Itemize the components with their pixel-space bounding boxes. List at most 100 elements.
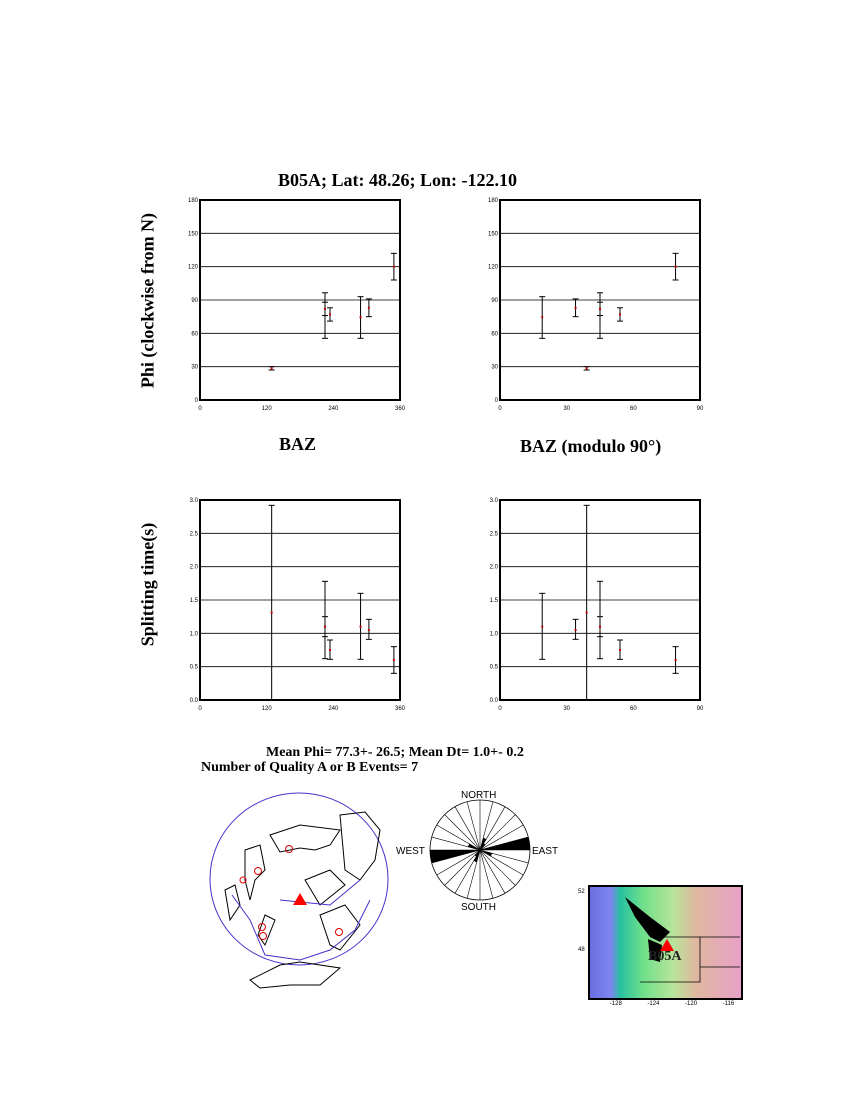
x-tick-label: 240 [328, 406, 339, 412]
rose-petal [480, 843, 486, 850]
x-tick-label: 360 [395, 406, 406, 412]
data-point [541, 316, 544, 319]
y-tick-label: 180 [488, 198, 499, 204]
data-point [585, 611, 588, 614]
y-tick-label: 2.0 [190, 565, 199, 571]
rose-direction-label: SOUTH [461, 902, 496, 913]
y-tick-label: 0 [195, 398, 199, 404]
data-point [619, 313, 621, 316]
rose-petal [430, 850, 480, 863]
x-tick-label: 0 [198, 706, 202, 712]
lon-ticks: -128 -124 -120 -116 [597, 1001, 747, 1007]
x-tick-label: 60 [630, 706, 637, 712]
y-tick-label: 0.5 [190, 665, 199, 671]
data-point [329, 649, 331, 651]
x-tick-label: 0 [198, 406, 202, 412]
rose-petal [480, 837, 530, 850]
lon-tick: -116 [722, 1001, 735, 1007]
rose-petal [467, 843, 480, 850]
data-point [329, 313, 331, 316]
y-tick-label: 90 [491, 298, 498, 304]
data-point [270, 367, 273, 370]
y-tick-label: 150 [188, 231, 199, 237]
data-point [392, 265, 395, 268]
plot-frame [199, 499, 401, 701]
x-tick-label: 0 [498, 706, 502, 712]
data-point [359, 316, 362, 319]
data-point [619, 649, 621, 651]
y-tick-label: 0.5 [490, 665, 499, 671]
data-point [541, 625, 544, 628]
data-point [392, 659, 395, 661]
x-tick-label: 240 [328, 706, 339, 712]
y-tick-label: 180 [188, 198, 199, 204]
data-point [674, 265, 677, 268]
rose-direction-label: WEST [396, 846, 425, 857]
x-tick-label: 0 [498, 406, 502, 412]
mean-stats: Mean Phi= 77.3+- 26.5; Mean Dt= 1.0+- 0.… [266, 745, 524, 760]
event-count: Number of Quality A or B Events= 7 [201, 760, 419, 775]
figure-title: B05A; Lat: 48.26; Lon: -122.10 [278, 170, 517, 190]
x-tick-label: 30 [563, 406, 570, 412]
x-tick-label: 30 [563, 706, 570, 712]
data-point [574, 306, 577, 309]
lon-tick: -120 [685, 1001, 698, 1007]
station-triangle-icon [660, 939, 674, 951]
data-point [599, 625, 601, 628]
lat-tick: 52 [578, 889, 585, 895]
data-point [359, 625, 362, 628]
rose-petal [473, 850, 480, 863]
x-tick-label: 60 [630, 406, 637, 412]
y-tick-label: 2.0 [490, 565, 499, 571]
x-tick-label: 120 [262, 706, 273, 712]
plot-frame [199, 199, 401, 401]
y-tick-label: 1.0 [490, 631, 499, 637]
rose-direction-label: EAST [532, 846, 558, 857]
y-tick-label: 150 [488, 231, 499, 237]
rose-petal [474, 850, 480, 857]
data-point [674, 659, 677, 661]
data-point [367, 629, 370, 631]
y-tick-label: 120 [188, 265, 199, 271]
x-tick-label: 120 [262, 406, 273, 412]
y-tick-label: 60 [191, 331, 198, 337]
y-tick-label: 1.5 [190, 598, 199, 604]
y-tick-label: 60 [491, 331, 498, 337]
x-tick-label: 90 [697, 706, 704, 712]
plot-frame [499, 199, 701, 401]
rose-petal [480, 837, 487, 850]
rose-direction-label: NORTH [461, 790, 496, 801]
data-point [324, 307, 326, 310]
plot-frame [499, 499, 701, 701]
data-point [574, 629, 577, 631]
lon-tick: -128 [609, 1001, 622, 1007]
regional-map: B05A [588, 885, 743, 1000]
data-point [324, 625, 326, 628]
y-tick-label: 30 [491, 365, 498, 371]
y-tick-label: 0 [495, 398, 499, 404]
y-tick-label: 0.0 [490, 698, 499, 704]
dt-vs-baz-plot: 0.0 0.5 1.0 1.5 2.0 2.5 3.0 0 120 240 360 [190, 498, 406, 712]
data-point [367, 306, 370, 309]
dt-vs-baz-mod90-plot: 0.0 0.5 1.0 1.5 2.0 2.5 3.0 0 30 60 90 [490, 498, 704, 712]
y-tick-label: 3.0 [190, 498, 199, 504]
x-tick-label: 360 [395, 706, 406, 712]
rose-petal [480, 850, 493, 857]
lon-tick: -124 [647, 1001, 660, 1007]
baz-axis-label: BAZ [279, 434, 317, 454]
y-tick-label: 2.5 [190, 531, 199, 537]
lat-tick: 48 [578, 947, 585, 953]
rose-diagram: NORTH SOUTH EAST WEST [396, 790, 558, 913]
y-tick-label: 90 [191, 298, 198, 304]
x-tick-label: 90 [697, 406, 704, 412]
data-point [585, 367, 588, 370]
y-tick-label: 0.0 [190, 698, 199, 704]
y-tick-label: 30 [191, 365, 198, 371]
y-tick-label: 1.0 [190, 631, 199, 637]
y-tick-label: 1.5 [490, 598, 499, 604]
y-tick-label: 3.0 [490, 498, 499, 504]
phi-vs-baz-mod90-plot: 0 30 60 90 120 150 180 0 30 60 90 [488, 198, 704, 412]
data-point [599, 307, 601, 310]
baz-mod-axis-label: BAZ (modulo 90°) [520, 436, 662, 456]
